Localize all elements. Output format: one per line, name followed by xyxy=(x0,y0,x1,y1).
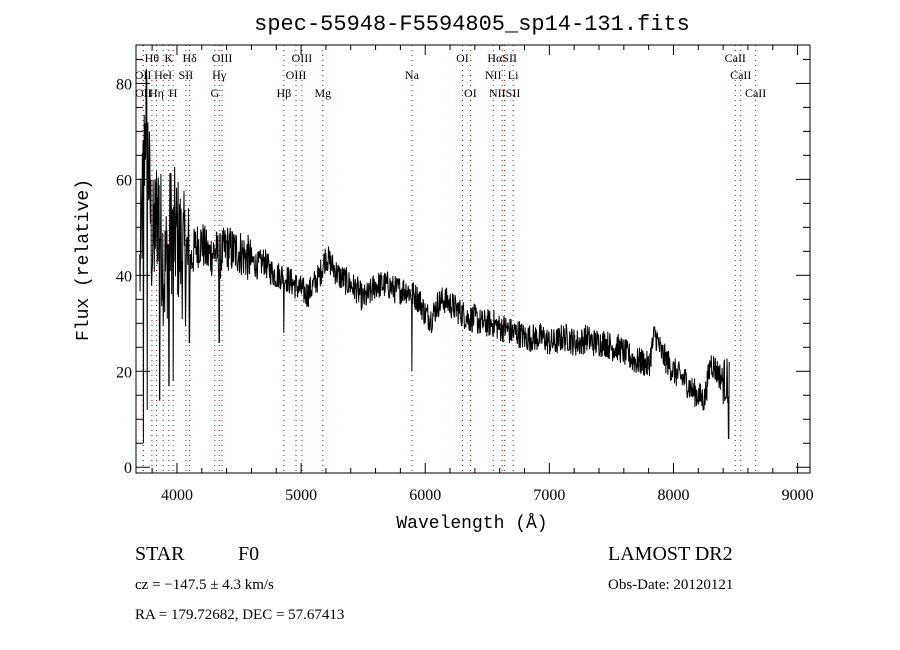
spectrum-series xyxy=(139,68,730,444)
x-tick-label: 9000 xyxy=(782,487,814,504)
line-marker-label: Hγ xyxy=(212,68,227,82)
spectrum-line xyxy=(139,68,730,444)
y-tick-label: 80 xyxy=(116,76,132,93)
line-marker-label: Na xyxy=(405,68,420,82)
line-marker-label: OI xyxy=(464,86,477,100)
subclass: F0 xyxy=(238,543,259,565)
y-axis-label: Flux (relative) xyxy=(74,179,94,341)
line-marker-label: NIISII xyxy=(489,86,520,100)
plot-frame xyxy=(135,44,811,474)
x-axis-label: Wavelength (Å) xyxy=(396,513,547,534)
x-tick-label: 8000 xyxy=(657,487,689,504)
line-marker-label: Li xyxy=(508,68,519,82)
x-tick-label: 5000 xyxy=(285,487,317,504)
obs-date: Obs-Date: 20120121 xyxy=(608,577,733,593)
chart-title: spec-55948-F5594805_sp14-131.fits xyxy=(254,12,690,37)
coordinates: RA = 179.72682, DEC = 57.67413 xyxy=(135,607,344,623)
x-tick-label: 4000 xyxy=(161,487,193,504)
line-marker-label: H xyxy=(169,86,178,100)
line-marker-label: OIII xyxy=(212,51,233,65)
y-tick-label: 40 xyxy=(116,268,132,285)
line-marker-label: HαSII xyxy=(487,51,517,65)
line-markers: Hθ K Hδ OIII OIII OI HαSII CaII OII HeI SII Hγ OIII N… xyxy=(135,45,766,473)
line-marker-label: OIII xyxy=(292,51,313,65)
y-tick-label: 20 xyxy=(116,364,132,381)
y-tick-label: 0 xyxy=(124,460,132,477)
line-marker-label: G xyxy=(210,86,219,100)
axes: 4000 5000 6000 7000 8000 9000 0 20 40 60 80 xyxy=(116,44,814,504)
line-marker-label: Mg xyxy=(314,86,331,100)
x-tick-label: 6000 xyxy=(409,487,441,504)
line-marker-label: Hδ xyxy=(182,51,197,65)
line-marker-label: OI xyxy=(456,51,469,65)
object-class: STAR xyxy=(135,543,185,565)
survey-label: LAMOST DR2 xyxy=(608,543,733,565)
x-tick-label: 7000 xyxy=(533,487,565,504)
line-marker-label: CaII xyxy=(730,68,751,82)
y-tick-label: 60 xyxy=(116,172,132,189)
line-marker-label: SII xyxy=(179,68,194,82)
line-marker-label: Hθ xyxy=(145,51,160,65)
line-marker-label: OII xyxy=(135,86,152,100)
line-marker-label: HeI xyxy=(154,68,172,82)
line-marker-label: NII xyxy=(485,68,502,82)
line-marker-label: Hβ xyxy=(276,86,291,100)
line-marker-label: CaII xyxy=(745,86,766,100)
line-marker-label: Hη xyxy=(149,86,164,100)
line-marker-label: K xyxy=(164,51,173,65)
line-marker-label: CaII xyxy=(725,51,746,65)
line-marker-label: OIII xyxy=(286,68,307,82)
redshift-text: cz = −147.5 ± 4.3 km/s xyxy=(135,577,274,593)
